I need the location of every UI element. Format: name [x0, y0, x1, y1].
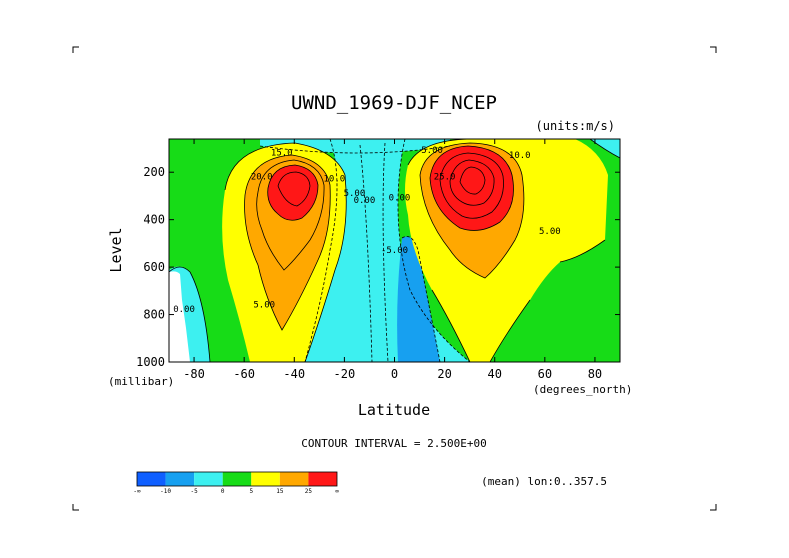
- colorbar-swatch: [137, 472, 166, 486]
- y-tick-label: 200: [143, 165, 165, 179]
- colorbar-label: -10: [160, 488, 171, 495]
- x-tick-label: -80: [183, 367, 205, 381]
- mean-note: (mean) lon:0..357.5: [481, 475, 607, 488]
- x-tick-label: -60: [233, 367, 255, 381]
- y-tick-label: 1000: [136, 355, 165, 369]
- contour-label: 20.0: [251, 172, 273, 182]
- contour-label: -5.00: [381, 246, 408, 256]
- contour-label: 10.0: [509, 151, 531, 161]
- y-tick-label: 800: [143, 308, 165, 322]
- y-axis-label: Level: [107, 227, 125, 272]
- contour-label: 5.00: [539, 227, 561, 237]
- colorbar-swatch: [308, 472, 337, 486]
- colorbar-swatch: [222, 472, 252, 486]
- x-axis-label: Latitude: [358, 401, 430, 419]
- colorbar-swatch: [279, 472, 309, 486]
- colorbar-label: 0: [221, 488, 225, 495]
- x-tick-label: 0: [391, 367, 398, 381]
- units-note: (units:m/s): [536, 119, 615, 133]
- x-tick-label: 40: [487, 367, 501, 381]
- contour-labels: 20.015.010.05.000.00 0.00-5.005.000.005.0…: [173, 146, 560, 315]
- colorbar-swatch: [251, 472, 280, 486]
- contour-lines: [169, 139, 620, 362]
- contour-label: 0.00: [389, 194, 411, 204]
- colorbar-swatch: [165, 472, 195, 486]
- y-tick-label: 400: [143, 213, 165, 227]
- y-tick-label: 600: [143, 260, 165, 274]
- north-jet-red: [430, 146, 514, 231]
- colorbar-label: 25: [305, 488, 313, 495]
- south-jet-red: [267, 165, 318, 221]
- colorbar: -∞ -10 -5 0 5 15 25 ∞: [133, 471, 339, 495]
- plot-area: 20.015.010.05.000.00 0.00-5.005.000.005.0…: [168, 138, 621, 363]
- x-tick-label: 80: [588, 367, 602, 381]
- colorbar-label: -5: [191, 488, 199, 495]
- colorbar-label: 15: [276, 488, 284, 495]
- y-axis: 200 400 600 800 1000: [136, 165, 620, 369]
- chart-title: UWND_1969-DJF_NCEP: [291, 92, 497, 114]
- contour-label: 0.00: [173, 305, 195, 315]
- contour-label: 25.0: [434, 172, 456, 182]
- missing-data-region: [169, 271, 190, 362]
- corner-marks: [72, 46, 717, 511]
- x-tick-label: -20: [334, 367, 356, 381]
- contour-label: 5.00: [344, 189, 366, 199]
- x-axis: -80 -60 -40 -20 0 20 40 60 80: [183, 139, 602, 381]
- colorbar-frame: [136, 471, 338, 487]
- colorbar-swatch: [194, 472, 223, 486]
- x-tick-label: 20: [437, 367, 451, 381]
- contour-label: 15.0: [271, 149, 293, 159]
- colorbar-label: ∞: [335, 488, 339, 495]
- contour-label: 5.00: [421, 146, 443, 156]
- y-units-label: (millibar): [108, 375, 174, 388]
- x-tick-label: 60: [538, 367, 552, 381]
- contour-label: 5.00: [253, 300, 275, 310]
- colorbar-label: 5: [249, 488, 253, 495]
- fill-band-neg5-0-north: [590, 139, 620, 158]
- contour-label: 0.00: [354, 196, 376, 206]
- contour-label: 10.0: [324, 175, 346, 185]
- fill-band-neg10-neg5: [397, 236, 440, 362]
- contour-interval-text: CONTOUR INTERVAL = 2.500E+00: [301, 437, 486, 450]
- x-tick-label: -40: [283, 367, 305, 381]
- x-units-label: (degrees_north): [533, 383, 632, 396]
- colorbar-label: -∞: [133, 488, 141, 495]
